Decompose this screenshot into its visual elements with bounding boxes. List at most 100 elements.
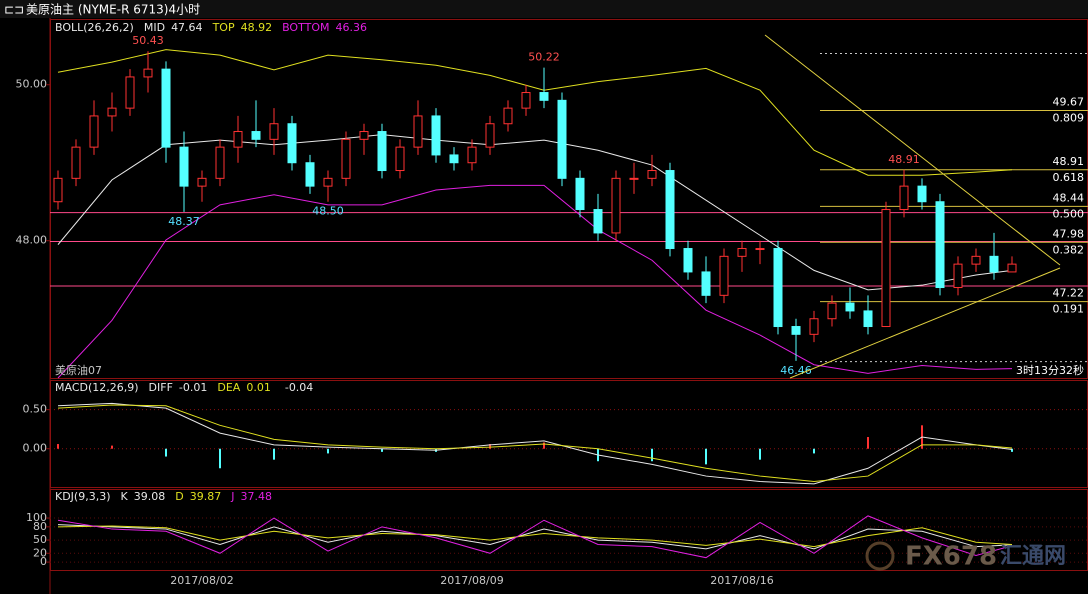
candle-body	[485, 123, 495, 148]
candle-body	[953, 263, 963, 289]
candle-body	[179, 146, 189, 187]
candle-body	[575, 177, 585, 211]
y-tick-label: 20	[33, 546, 47, 559]
header-bar	[0, 0, 1088, 18]
y-tick-label: 0.50	[23, 403, 48, 416]
candle-body	[197, 177, 207, 187]
fib-value: 48.91	[1053, 155, 1085, 168]
legend-value: 0.01	[246, 381, 271, 394]
indicator-line	[57, 515, 1013, 559]
legend-name: D	[175, 490, 183, 503]
candle-body	[107, 107, 117, 117]
candle-body	[71, 146, 81, 179]
candle-body	[269, 123, 279, 140]
x-tick-label: 2017/08/02	[170, 574, 233, 587]
legend-value: 37.48	[240, 490, 272, 503]
macd-panel-border	[50, 380, 1088, 488]
candle-body	[629, 177, 639, 180]
indicator-line	[57, 404, 1013, 483]
candle-body	[917, 185, 927, 203]
candle-body	[647, 170, 657, 179]
legend-name: K	[121, 490, 129, 503]
candle-body	[503, 107, 513, 125]
legend-name: DIFF	[149, 381, 173, 394]
legend-name: J	[230, 490, 234, 503]
candle-body	[755, 248, 765, 251]
candle-body	[899, 185, 909, 211]
trend-line-upper	[764, 34, 1061, 266]
indicator-line	[57, 184, 1013, 379]
legend-title: KDJ(9,3,3)	[55, 490, 111, 503]
candle-body	[287, 123, 297, 164]
watermark-logo	[865, 541, 895, 571]
header-title: 美原油主 (NYME-R 6713)4小时	[26, 3, 200, 17]
price-annotation: 48.50	[312, 205, 344, 218]
plot-layer: 48.0050.0049.670.80948.910.61848.440.500…	[16, 21, 1088, 587]
fib-value: 48.44	[1053, 191, 1085, 204]
candle-body	[809, 318, 819, 335]
candle-body	[143, 68, 153, 78]
fib-value: 49.67	[1053, 95, 1085, 108]
y-tick-label: 50	[33, 533, 47, 546]
legend-title: BOLL(26,26,2)	[55, 21, 134, 34]
candle-body	[539, 92, 549, 101]
candle-body	[449, 154, 459, 164]
legend-name: MID	[144, 21, 165, 34]
legend-name: DEA	[217, 381, 240, 394]
y-tick-label: 48.00	[16, 234, 48, 247]
candle-body	[251, 131, 261, 140]
fib-value: 47.22	[1053, 287, 1085, 300]
candle-body	[791, 326, 801, 335]
candle-body	[773, 248, 783, 328]
candle-body	[719, 255, 729, 296]
y-tick-label: 0	[40, 555, 47, 568]
candle-body	[611, 177, 621, 234]
candle-body	[395, 146, 405, 172]
fib-ratio: 0.618	[1053, 171, 1085, 184]
candle-body	[593, 209, 603, 234]
x-tick-label: 2017/08/09	[440, 574, 503, 587]
candle-body	[881, 209, 891, 328]
candle-body	[305, 162, 315, 187]
candle-body	[935, 201, 945, 289]
watermark-cn: 汇通网	[1000, 544, 1066, 569]
fib-ratio: 0.500	[1053, 207, 1085, 220]
price-annotation: 50.43	[132, 34, 164, 47]
main-panel-border	[50, 19, 1088, 379]
candle-body	[431, 115, 441, 156]
candle-body	[413, 115, 423, 148]
candle-body	[377, 131, 387, 172]
price-annotation: 50.22	[528, 51, 560, 64]
legend-value: 48.92	[241, 21, 273, 34]
candle-body	[1007, 263, 1017, 273]
indicator-line	[57, 524, 1013, 550]
candle-body	[521, 92, 531, 109]
candle-body	[161, 68, 171, 148]
y-tick-label: 100	[26, 511, 47, 524]
indicator-line	[57, 49, 1013, 176]
candle-body	[89, 115, 99, 148]
candle-body	[863, 310, 873, 328]
legend-value: -0.01	[179, 381, 207, 394]
price-annotation: 48.37	[168, 215, 200, 228]
fib-ratio: 0.191	[1053, 303, 1085, 316]
candle-body	[665, 170, 675, 250]
candle-body	[341, 138, 351, 179]
candle-body	[557, 99, 567, 179]
legend-value: 46.36	[335, 21, 367, 34]
fib-ratio: 0.382	[1053, 243, 1085, 256]
indicator-line	[57, 402, 1013, 485]
symbol-label: 美原油07	[55, 363, 102, 377]
candle-body	[215, 146, 225, 179]
candle-body	[125, 76, 135, 109]
candle-body	[827, 302, 837, 320]
legend-value: 39.87	[190, 490, 222, 503]
legend-value: 39.08	[134, 490, 166, 503]
candle-body	[323, 177, 333, 187]
candle-body	[233, 131, 243, 148]
candle-body	[845, 302, 855, 312]
y-tick-label: 80	[33, 520, 47, 533]
fib-ratio: 0.809	[1053, 111, 1085, 124]
candle-body	[989, 255, 999, 273]
legend-value: -0.04	[285, 381, 313, 394]
